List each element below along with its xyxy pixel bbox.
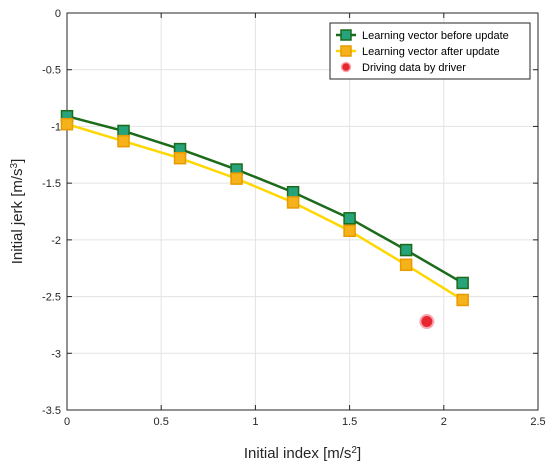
series-marker bbox=[60, 117, 74, 131]
x-axis-title-main: Initial index [m/s bbox=[244, 445, 352, 462]
legend-entries: Learning vector before update Learning ve… bbox=[336, 29, 509, 74]
x-tick-label: 2.5 bbox=[530, 416, 545, 428]
legend-marker-swatch bbox=[340, 45, 352, 57]
y-tick-label: -2 bbox=[51, 235, 61, 247]
series-marker bbox=[399, 258, 413, 272]
legend-entry: Learning vector after update bbox=[336, 45, 500, 58]
x-axis-title-end: ] bbox=[357, 445, 361, 462]
series-line bbox=[66, 115, 464, 285]
y-axis-title-main: Initial jerk [m/s bbox=[9, 168, 26, 264]
y-tick-label: -3 bbox=[51, 348, 61, 360]
y-axis-title-superscript: 3 bbox=[9, 162, 20, 168]
series-line bbox=[66, 122, 464, 302]
x-axis-title-superscript: 2 bbox=[351, 445, 357, 456]
x-tick-label: 1 bbox=[252, 416, 258, 428]
x-axis-title: Initial index [m/s2] bbox=[244, 445, 361, 463]
y-tick-label: -1 bbox=[51, 121, 61, 133]
series-marker bbox=[399, 243, 413, 257]
x-tick-labels: 0 0.5 1 1.5 2 2.5 bbox=[64, 416, 546, 428]
series-marker bbox=[117, 134, 130, 148]
y-tick-label: -3.5 bbox=[42, 405, 61, 417]
series-marker bbox=[456, 276, 469, 290]
series-marker bbox=[286, 196, 300, 209]
series-layer bbox=[60, 109, 469, 307]
driver-point bbox=[419, 314, 435, 330]
y-tick-label: 0 bbox=[55, 8, 61, 20]
legend-box bbox=[329, 22, 531, 80]
axis-ticks bbox=[66, 12, 539, 411]
y-tick-label: -1.5 bbox=[42, 178, 61, 190]
legend-label: Learning vector before update bbox=[362, 30, 509, 42]
series-marker bbox=[286, 185, 300, 199]
x-tick-label: 1.5 bbox=[342, 416, 357, 428]
x-tick-label: 2 bbox=[441, 416, 447, 428]
y-axis-title: Initial jerk [m/s3] bbox=[9, 159, 27, 265]
y-tick-labels: 0 -0.5 -1 -1.5 -2 -2.5 -3 -3.5 bbox=[42, 8, 61, 417]
legend-marker-swatch bbox=[340, 29, 352, 41]
series-marker bbox=[343, 224, 356, 238]
legend-entry: Learning vector before update bbox=[336, 29, 509, 42]
x-tick-label: 0.5 bbox=[154, 416, 169, 428]
y-tick-label: -2.5 bbox=[42, 292, 61, 304]
legend-label: Learning vector after update bbox=[362, 46, 500, 58]
series-marker bbox=[343, 212, 356, 225]
legend-point-swatch bbox=[340, 61, 352, 73]
legend-entry: Driving data by driver bbox=[340, 61, 466, 74]
plot-frame bbox=[66, 12, 539, 411]
series-1 bbox=[60, 109, 469, 290]
series-marker bbox=[456, 293, 469, 307]
y-tick-label: -0.5 bbox=[42, 65, 61, 77]
series-marker bbox=[173, 151, 187, 165]
x-tick-label: 0 bbox=[64, 416, 70, 428]
series-marker bbox=[117, 124, 130, 138]
series-marker bbox=[230, 172, 243, 185]
legend: Learning vector before update Learning ve… bbox=[329, 22, 531, 80]
series-2 bbox=[60, 117, 469, 307]
y-axis-title-end: ] bbox=[9, 159, 26, 163]
points-layer bbox=[419, 314, 435, 330]
legend-label: Driving data by driver bbox=[362, 62, 466, 74]
